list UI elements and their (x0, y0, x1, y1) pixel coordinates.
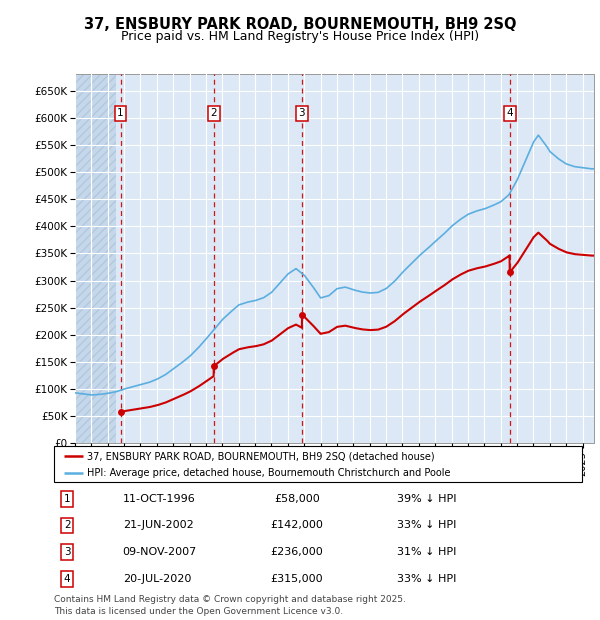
Text: 11-OCT-1996: 11-OCT-1996 (122, 494, 196, 504)
Text: £142,000: £142,000 (271, 520, 323, 531)
Text: 33% ↓ HPI: 33% ↓ HPI (397, 520, 457, 531)
Text: 4: 4 (506, 108, 513, 118)
Text: 1: 1 (64, 494, 71, 504)
Text: 20-JUL-2020: 20-JUL-2020 (122, 574, 191, 584)
Text: 3: 3 (299, 108, 305, 118)
Text: Contains HM Land Registry data © Crown copyright and database right 2025.
This d: Contains HM Land Registry data © Crown c… (54, 595, 406, 616)
Text: 37, ENSBURY PARK ROAD, BOURNEMOUTH, BH9 2SQ (detached house): 37, ENSBURY PARK ROAD, BOURNEMOUTH, BH9 … (87, 451, 434, 461)
Text: 09-NOV-2007: 09-NOV-2007 (122, 547, 197, 557)
Text: 4: 4 (64, 574, 71, 584)
Text: 3: 3 (64, 547, 71, 557)
Text: 33% ↓ HPI: 33% ↓ HPI (397, 574, 457, 584)
Text: HPI: Average price, detached house, Bournemouth Christchurch and Poole: HPI: Average price, detached house, Bour… (87, 467, 450, 477)
Text: Price paid vs. HM Land Registry's House Price Index (HPI): Price paid vs. HM Land Registry's House … (121, 30, 479, 43)
Text: 2: 2 (211, 108, 217, 118)
Text: 1: 1 (117, 108, 124, 118)
Text: £315,000: £315,000 (271, 574, 323, 584)
Text: £58,000: £58,000 (274, 494, 320, 504)
Text: 39% ↓ HPI: 39% ↓ HPI (397, 494, 457, 504)
Text: 31% ↓ HPI: 31% ↓ HPI (397, 547, 457, 557)
Bar (75, 74, 116, 443)
Text: 37, ENSBURY PARK ROAD, BOURNEMOUTH, BH9 2SQ: 37, ENSBURY PARK ROAD, BOURNEMOUTH, BH9 … (84, 17, 516, 32)
Text: 2: 2 (64, 520, 71, 531)
Text: £236,000: £236,000 (271, 547, 323, 557)
Bar (75, 74, 116, 443)
Text: 21-JUN-2002: 21-JUN-2002 (122, 520, 193, 531)
